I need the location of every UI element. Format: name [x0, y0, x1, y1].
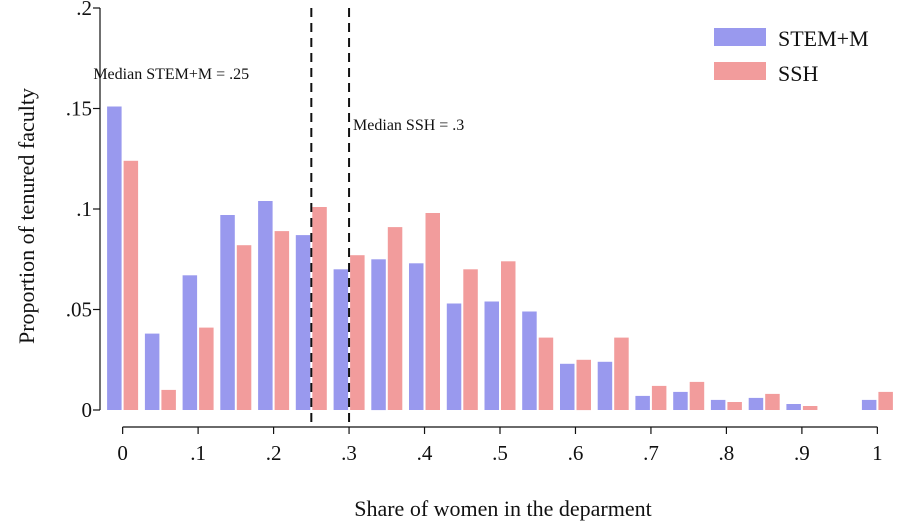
x-tick-label: .9: [794, 441, 810, 465]
bar-stem-m-16: [710, 399, 726, 410]
x-tick-label: .4: [417, 441, 433, 465]
bar-stem-m-3: [220, 215, 235, 410]
bar-stem-m-11: [522, 311, 537, 410]
bar-ssh-8: [425, 213, 440, 410]
legend-label-ssh: SSH: [778, 61, 818, 86]
bar-stem-m-9: [446, 303, 462, 410]
y-axis-title: Proportion of tenured faculty: [14, 88, 39, 344]
x-tick-label: .7: [643, 441, 659, 465]
bar-stem-m-20: [861, 399, 877, 410]
bar-ssh-13: [614, 337, 629, 410]
x-tick-label: .2: [266, 441, 282, 465]
x-tick-label: .3: [341, 441, 357, 465]
bar-ssh-3: [236, 245, 252, 410]
y-tick-label: 0: [82, 398, 93, 422]
bar-stem-m-12: [560, 363, 575, 410]
y-tick-label: .15: [66, 97, 92, 121]
bar-ssh-18: [802, 406, 818, 410]
bar-stem-m-1: [144, 333, 160, 410]
y-tick-label: .1: [76, 197, 92, 221]
bar-stem-m-0: [107, 106, 122, 410]
bar-ssh-16: [727, 402, 742, 410]
x-tick-label: .1: [190, 441, 206, 465]
bar-stem-m-6: [333, 269, 349, 410]
x-axis-title: Share of women in the deparment: [354, 496, 652, 521]
bar-ssh-4: [274, 231, 290, 410]
y-tick-label: .2: [76, 0, 92, 20]
bar-ssh-11: [538, 337, 554, 410]
x-tick-label: .6: [568, 441, 584, 465]
median-annotation-1: Median SSH = .3: [353, 117, 464, 134]
bar-ssh-17: [765, 393, 780, 410]
bar-ssh-0: [123, 160, 139, 410]
bar-stem-m-17: [748, 397, 764, 410]
y-tick-label: .05: [66, 298, 92, 322]
bar-stem-m-10: [484, 301, 499, 410]
x-tick-label: 0: [117, 441, 128, 465]
bar-stem-m-15: [673, 391, 688, 410]
bar-ssh-14: [651, 385, 667, 410]
bar-stem-m-7: [371, 259, 386, 411]
bar-ssh-6: [350, 255, 365, 410]
bar-ssh-12: [576, 359, 591, 411]
bar-ssh-7: [387, 227, 403, 410]
bar-ssh-2: [199, 327, 214, 410]
bars-layer: [107, 106, 893, 411]
bar-stem-m-4: [258, 201, 273, 410]
bar-ssh-20: [878, 391, 893, 410]
bar-ssh-15: [689, 381, 705, 410]
median-annotation-0: Median STEM+M = .25: [93, 66, 249, 83]
legend-swatch-stem-m: [714, 28, 766, 46]
legend: STEM+M SSH: [714, 26, 869, 86]
bar-ssh-5: [312, 207, 327, 410]
bar-stem-m-14: [635, 395, 650, 410]
ticks-layer: 0 .05 .1 .15 .2 0 .1 .2 .3 .4 .5 .6 .7 .8 .9 1: [66, 0, 883, 465]
bar-ssh-10: [501, 261, 516, 410]
bar-stem-m-18: [786, 404, 801, 410]
bar-stem-m-2: [182, 275, 198, 410]
x-tick-label: .5: [492, 441, 508, 465]
x-tick-label: 1: [872, 441, 883, 465]
x-tick-label: .8: [719, 441, 735, 465]
bar-stem-m-5: [295, 235, 311, 410]
bar-stem-m-13: [597, 361, 613, 410]
median-lines-layer: Median STEM+M = .25 Median SSH = .3: [93, 8, 464, 422]
legend-swatch-ssh: [714, 62, 766, 80]
bar-stem-m-8: [409, 263, 424, 410]
legend-label-stem-m: STEM+M: [778, 26, 869, 51]
bar-ssh-1: [161, 389, 176, 410]
bar-ssh-9: [463, 269, 478, 410]
